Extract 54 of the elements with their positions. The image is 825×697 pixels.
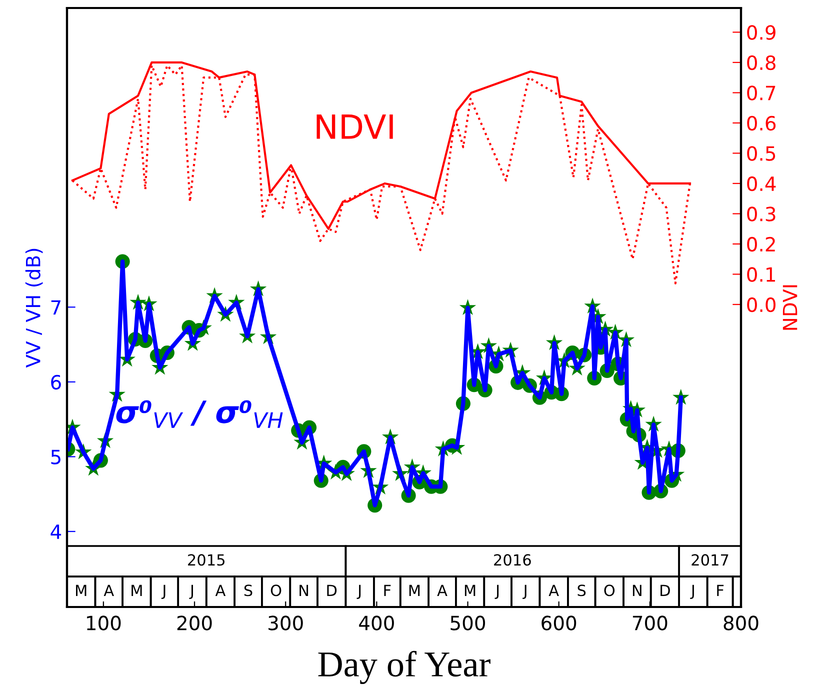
annotation: 2015 bbox=[188, 554, 224, 566]
annotation: J bbox=[690, 584, 694, 600]
y-tick-label: 6 bbox=[51, 374, 61, 390]
y-tick-label: 4 bbox=[50, 524, 62, 539]
annotation: F bbox=[717, 584, 724, 596]
annotation: J bbox=[161, 584, 166, 600]
annotation: M bbox=[409, 584, 420, 596]
x-tick-label: 200 bbox=[177, 616, 212, 630]
x-axis-title: Day of Year bbox=[318, 650, 490, 684]
y-tick-label: 7 bbox=[51, 300, 60, 315]
x-tick-label: 800 bbox=[724, 616, 758, 630]
annotation: J bbox=[356, 584, 361, 600]
y2-tick-label: 0.4 bbox=[747, 176, 776, 192]
y2-axis-title: NDVI bbox=[782, 285, 798, 330]
series-label: NDVI bbox=[316, 114, 393, 139]
x-tick-label: 400 bbox=[359, 616, 394, 630]
y2-tick-label: 0.5 bbox=[747, 146, 776, 161]
y2-tick-label: 0.3 bbox=[747, 206, 776, 222]
annotation: F bbox=[384, 584, 391, 596]
x-tick-label: 600 bbox=[542, 616, 576, 630]
annotation: O bbox=[270, 584, 282, 596]
annotation: S bbox=[244, 584, 252, 596]
annotation: O bbox=[604, 584, 615, 596]
annotation: S bbox=[578, 584, 586, 596]
y-axis-title: VV / VH (dB) bbox=[25, 248, 43, 368]
annotation: D bbox=[327, 584, 337, 596]
annotation: A bbox=[548, 584, 559, 596]
annotation: A bbox=[104, 584, 114, 596]
series-label: σ⁰$_{VV}$ / σ⁰$_{VH}$ bbox=[116, 400, 283, 428]
y2-tick-label: 0.8 bbox=[747, 55, 776, 70]
x-tick-label: 700 bbox=[632, 616, 668, 630]
annotation: M bbox=[464, 584, 476, 596]
x-tick-label: 500 bbox=[450, 616, 486, 630]
y2-tick-label: 0.1 bbox=[747, 267, 775, 282]
y2-tick-label: 0.2 bbox=[747, 236, 775, 252]
y2-tick-label: 0.0 bbox=[747, 297, 776, 312]
annotation: J bbox=[189, 584, 193, 600]
annotation: M bbox=[76, 584, 86, 596]
annotation: D bbox=[660, 584, 670, 596]
y-tick-label: 5 bbox=[51, 450, 60, 464]
y2-tick-label: 0.9 bbox=[747, 25, 776, 40]
annotation: A bbox=[215, 584, 226, 596]
annotation: A bbox=[437, 584, 448, 596]
y2-tick-label: 0.6 bbox=[747, 116, 776, 131]
annotation: N bbox=[300, 584, 308, 596]
annotation: 2017 bbox=[692, 554, 728, 566]
annotation: J bbox=[494, 584, 499, 600]
x-tick-label: 100 bbox=[87, 616, 121, 630]
annotation: N bbox=[632, 584, 642, 596]
annotation: J bbox=[522, 584, 526, 600]
annotation: M bbox=[132, 584, 142, 596]
y2-tick-label: 0.7 bbox=[747, 86, 776, 100]
x-tick-label: 300 bbox=[268, 616, 303, 630]
annotation: 2016 bbox=[494, 554, 531, 566]
